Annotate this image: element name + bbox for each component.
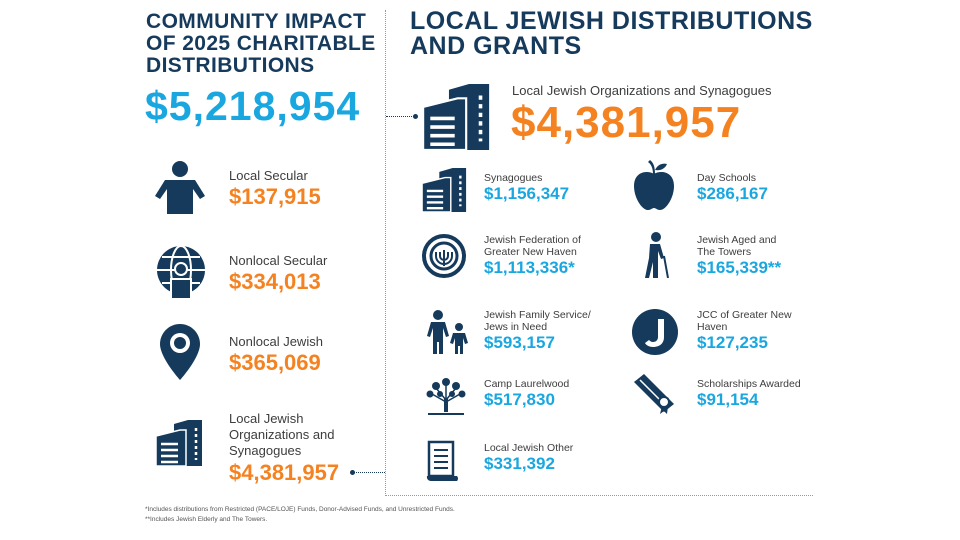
elderly-person-icon — [645, 232, 669, 278]
map-pin-icon — [160, 324, 200, 380]
item-label: Day Schools — [697, 172, 756, 184]
item-value: $593,157 — [484, 333, 555, 352]
scroll-icon — [426, 440, 458, 482]
right-title: LOCAL JEWISH DISTRIBUTIONS AND GRANTS — [410, 7, 813, 60]
left-item: Nonlocal Jewish $365,069 — [229, 334, 374, 376]
bottom-divider — [385, 495, 813, 496]
jcc-logo-icon — [632, 309, 678, 355]
left-item: Local Jewish Organizations and Synagogue… — [229, 411, 364, 486]
main-block: Local Jewish Organizations and Synagogue… — [410, 83, 772, 150]
connector-dot — [413, 114, 418, 119]
building-icon — [422, 84, 490, 150]
grant-item: Local Jewish Other $331,392 — [484, 442, 619, 474]
grant-item: Jewish Aged and The Towers $165,339** — [697, 234, 817, 278]
item-label: Scholarships Awarded — [697, 378, 801, 390]
item-label: Local Jewish Organizations and Synagogue… — [229, 411, 335, 458]
item-value: $334,013 — [229, 269, 321, 294]
item-value: $127,235 — [697, 333, 768, 352]
grant-item: JCC of Greater New Haven $127,235 — [697, 309, 817, 353]
item-label: Nonlocal Jewish — [229, 334, 323, 349]
grant-item: Day Schools $286,167 — [697, 172, 817, 204]
globe-person-icon — [157, 245, 205, 299]
item-value: $365,069 — [229, 350, 321, 375]
grant-item: Scholarships Awarded $91,154 — [697, 378, 817, 410]
connector-bottom — [352, 472, 385, 473]
item-label: Camp Laurelwood — [484, 378, 570, 390]
footnotes: *Includes distributions from Restricted … — [145, 505, 455, 525]
left-item: Local Secular $137,915 — [229, 168, 374, 210]
item-label: Local Secular — [229, 168, 308, 183]
main-value: $4,381,957 — [511, 98, 742, 147]
total-amount: $5,218,954 — [145, 83, 361, 129]
item-label: Local Jewish Other — [484, 442, 574, 454]
right-header: LOCAL JEWISH DISTRIBUTIONS AND GRANTS Lo… — [410, 9, 850, 150]
left-header: COMMUNITY IMPACT OF 2025 CHARITABLE DIST… — [145, 10, 382, 130]
building-icon — [156, 420, 202, 466]
item-label: Synagogues — [484, 172, 543, 184]
tree-icon — [426, 378, 466, 415]
item-value: $91,154 — [697, 390, 759, 409]
item-value: $286,167 — [697, 184, 768, 203]
item-value: $1,113,336* — [484, 258, 575, 277]
item-value: $4,381,957 — [229, 460, 340, 485]
left-item: Nonlocal Secular $334,013 — [229, 253, 374, 295]
grant-item: Jewish Federation of Greater New Haven $… — [484, 234, 619, 278]
diploma-icon — [634, 374, 674, 414]
person-icon — [155, 161, 205, 214]
grant-item: Jewish Family Service/ Jews in Need $593… — [484, 309, 619, 353]
item-value: $517,830 — [484, 390, 555, 409]
federation-logo-icon — [422, 234, 466, 278]
apple-icon — [634, 160, 674, 210]
footnote: **Includes Jewish Elderly and The Towers… — [145, 516, 268, 523]
connector-top — [386, 116, 414, 117]
main-label: Local Jewish Organizations and Synagogue… — [512, 83, 772, 98]
vertical-divider — [385, 10, 386, 496]
item-value: $1,156,347 — [484, 184, 570, 203]
main-text: Local Jewish Organizations and Synagogue… — [511, 83, 772, 147]
grant-item: Camp Laurelwood $517,830 — [484, 378, 619, 410]
grant-item: Synagogues $1,156,347 — [484, 172, 619, 204]
family-icon — [427, 310, 468, 354]
item-value: $165,339** — [697, 258, 782, 277]
item-label: JCC of Greater New Haven — [697, 309, 792, 333]
item-label: Jewish Federation of Greater New Haven — [484, 234, 581, 258]
left-title: COMMUNITY IMPACT OF 2025 CHARITABLE DIST… — [146, 10, 376, 77]
footnote: *Includes distributions from Restricted … — [145, 506, 455, 513]
connector-dot — [350, 470, 355, 475]
item-label: Nonlocal Secular — [229, 253, 328, 268]
item-value: $137,915 — [229, 184, 321, 209]
item-label: Jewish Aged and The Towers — [697, 234, 777, 258]
item-label: Jewish Family Service/ Jews in Need — [484, 309, 591, 333]
building-icon — [422, 168, 467, 212]
item-value: $331,392 — [484, 454, 555, 473]
